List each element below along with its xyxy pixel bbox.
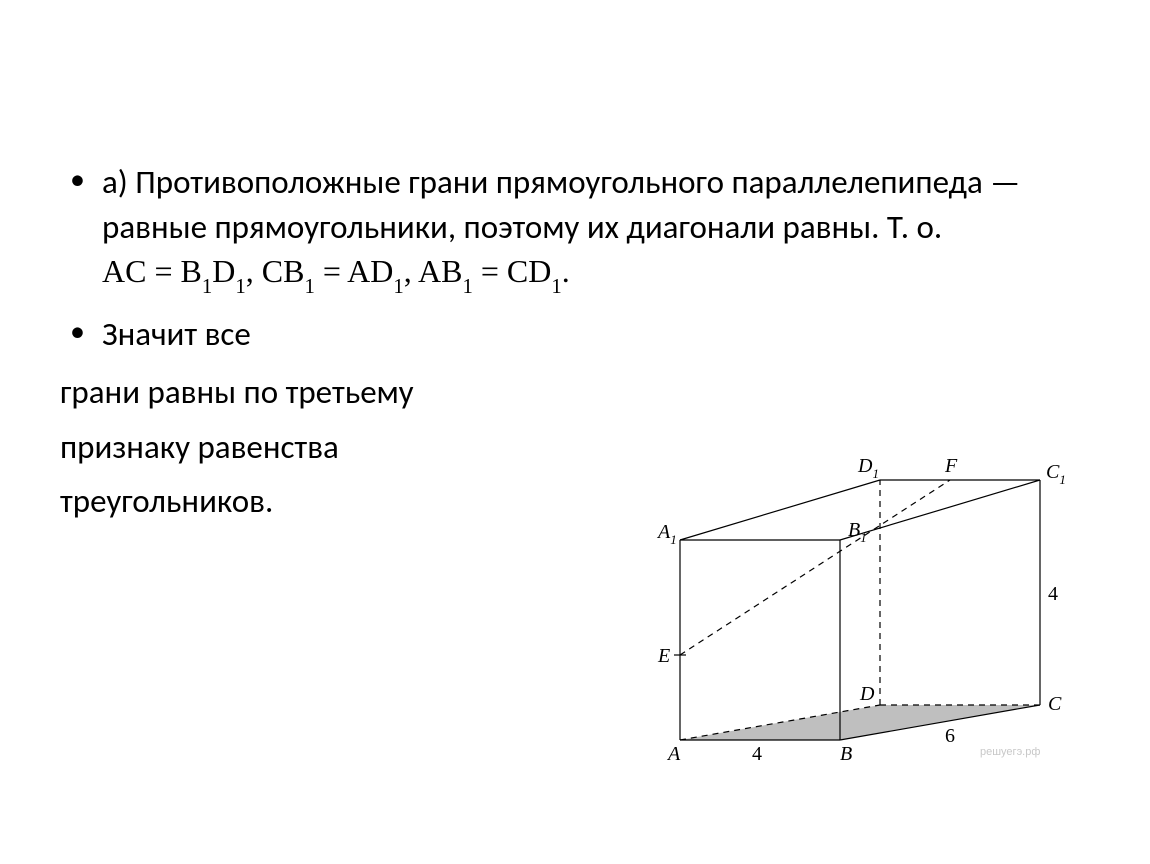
eq3-rhs-sub: 1 [551,275,561,298]
eq1-eq: = [154,253,180,289]
label-A1-base: A [656,521,671,543]
label-A1: A1 [656,521,677,547]
bullet-list: а) Противоположные грани прямоугольного … [60,160,1090,356]
bullet-item-2: Значит все [60,312,1090,357]
edge-B1C1 [840,480,1040,540]
edge-EF [680,480,950,655]
label-A1-sub: 1 [670,532,677,547]
formula: AC = B1D1, CB1 = AD1, AB1 = CD1. [102,253,570,289]
eq1-rhs-b-sub: 1 [202,275,212,298]
dim-BC: 6 [945,725,955,747]
eq3-eq: = [473,253,507,289]
label-C1: C1 [1046,461,1066,487]
label-C1-base: C [1046,461,1060,483]
slide: а) Противоположные грани прямоугольного … [0,0,1150,864]
bullet-1-text: а) Противоположные грани прямоугольного … [102,162,1020,247]
label-F: F [944,455,958,477]
eq3-rhs: CD [507,253,551,289]
eq3-lhs-sub: 1 [462,275,472,298]
watermark-text: решуегэ.рф [980,746,1040,758]
label-D1-base: D [857,455,873,477]
label-B1-base: B [848,519,860,541]
dim-AB: 4 [752,743,762,765]
eq2-rhs-sub: 1 [393,275,403,298]
eq1-rhs-b: B [181,253,202,289]
bullet-item-1: а) Противоположные грани прямоугольного … [60,160,1090,298]
label-B1: B1 [848,519,867,545]
label-D: D [859,683,875,705]
eq2-lhs: CB [262,253,305,289]
line-1: грани равны по третьему [60,370,1090,415]
formula-end: . [562,253,570,289]
sep2: , [404,253,412,289]
diagram-svg: A B C D E F A1 B1 C1 D1 [650,410,1070,770]
label-B: B [840,743,852,765]
eq3-lhs: AB [418,253,462,289]
label-D1-sub: 1 [872,466,879,481]
bullet-2-text: Значит все [102,314,251,354]
parallelepiped-diagram: A B C D E F A1 B1 C1 D1 [650,410,1070,770]
label-A: A [666,743,681,765]
label-E: E [657,645,670,667]
eq2-lhs-sub: 1 [304,275,314,298]
eq1-rhs-d: D [212,253,235,289]
sep1: , [246,253,262,289]
bottom-face [680,705,1040,740]
label-C1-sub: 1 [1059,472,1066,487]
eq1-lhs: AC [102,253,146,289]
label-D1: D1 [857,455,879,481]
eq1-rhs-d-sub: 1 [235,275,245,298]
eq2-rhs: AD [347,253,393,289]
dim-CC1: 4 [1048,583,1058,605]
label-C: C [1048,693,1062,715]
eq2-eq: = [315,253,347,289]
label-B1-sub: 1 [860,530,867,545]
